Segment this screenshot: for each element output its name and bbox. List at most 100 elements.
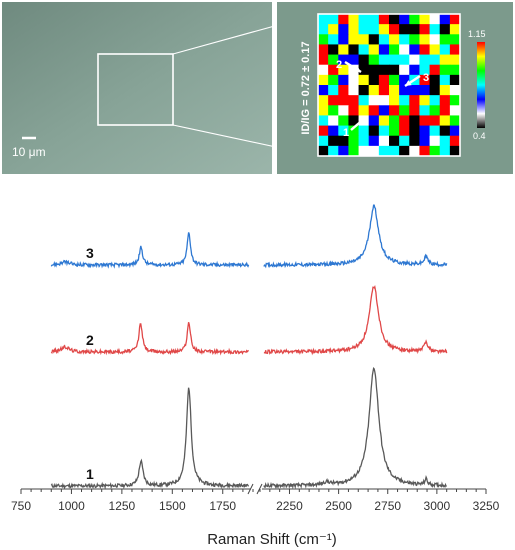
map-point-arrowhead <box>354 66 361 72</box>
heatmap-cell <box>439 24 451 35</box>
spectrum-line-2 <box>263 284 448 356</box>
spectrum-line-1 <box>50 387 250 490</box>
heatmap-cell <box>358 64 370 76</box>
heatmap-cell <box>378 24 390 35</box>
heatmap-cell <box>368 34 380 45</box>
heatmap-cell <box>378 125 390 137</box>
raman-spectra-chart: 1 2 3 750 1000 1250 1500 1750 2250 2500 2750 3000 3… <box>11 204 500 548</box>
heatmap-cell <box>439 135 451 147</box>
heatmap-cell <box>389 105 400 116</box>
heatmap-cell <box>449 135 461 147</box>
heatmap-cell <box>338 105 349 116</box>
heatmap-cell <box>419 64 431 76</box>
heatmap-cell <box>429 95 441 106</box>
heatmap-cell <box>449 74 461 86</box>
heatmap-cell <box>318 34 329 45</box>
selected-region-box <box>97 53 174 126</box>
x-tick-label: 3000 <box>424 499 451 513</box>
heatmap-cell <box>389 145 400 157</box>
heatmap-cell <box>338 115 349 127</box>
heatmap-cell <box>419 105 431 116</box>
heatmap-cell <box>338 44 349 56</box>
heatmap-cell <box>429 135 441 147</box>
heatmap-cell <box>348 34 360 45</box>
heatmap-cell <box>389 54 400 66</box>
heatmap-cell <box>389 44 400 56</box>
heatmap-cell <box>389 135 400 147</box>
heatmap-cell <box>318 54 329 66</box>
heatmap-cell <box>389 74 400 86</box>
map-side-label: ID/IG = 0.72 ± 0.17 <box>300 41 312 134</box>
heatmap-cell <box>328 95 339 106</box>
heatmap-cell <box>389 14 400 25</box>
spectra-labels: 1 2 3 <box>86 245 94 482</box>
heatmap-cell <box>429 145 441 157</box>
heatmap-cell <box>378 14 390 25</box>
heatmap-cell <box>419 115 431 127</box>
heatmap-cell <box>358 85 370 96</box>
x-tick-label: 2750 <box>374 499 401 513</box>
colorbar: 1.15 0.4 <box>468 29 486 141</box>
heatmap-cell <box>439 85 451 96</box>
heatmap-cell <box>429 54 441 66</box>
heatmap-cell <box>368 54 380 66</box>
heatmap-cell <box>378 105 390 116</box>
heatmap-cell <box>399 44 410 56</box>
heatmap-cell <box>439 44 451 56</box>
heatmap-cell <box>328 115 339 127</box>
heatmap-cell <box>328 44 339 56</box>
heatmap-cell <box>328 24 339 35</box>
heatmap-cell <box>348 44 360 56</box>
spectra-lines <box>50 204 448 490</box>
heatmap-cell <box>338 34 349 45</box>
heatmap-cell <box>318 44 329 56</box>
colorbar-gradient <box>477 42 485 128</box>
heatmap-cell <box>409 85 420 96</box>
heatmap-cell <box>409 115 420 127</box>
heatmap-cell <box>449 24 461 35</box>
heatmap-cell <box>409 34 420 45</box>
heatmap-cell <box>439 74 451 86</box>
heatmap-cell <box>419 34 431 45</box>
heatmap-cell <box>419 95 431 106</box>
heatmap-cell <box>439 95 451 106</box>
x-tick-label: 1750 <box>209 499 236 513</box>
heatmap-cell <box>338 145 349 157</box>
heatmap-cell <box>419 145 431 157</box>
heatmap-cell <box>439 34 451 45</box>
heatmap-cell <box>378 44 390 56</box>
heatmap-cell <box>338 74 349 86</box>
heatmap-cell <box>348 135 360 147</box>
heatmap-cell <box>368 44 380 56</box>
heatmap-cell <box>449 85 461 96</box>
heatmap-cell <box>348 95 360 106</box>
heatmap-cell <box>358 145 370 157</box>
x-tick-label: 1000 <box>58 499 85 513</box>
heatmap-cell <box>429 105 441 116</box>
heatmap-cell <box>378 34 390 45</box>
heatmap-cell <box>358 115 370 127</box>
map-point-markers: 1 2 3 <box>336 59 429 139</box>
heatmap-cell <box>328 125 339 137</box>
heatmap-cell <box>318 64 329 76</box>
heatmap-cell <box>368 95 380 106</box>
heatmap-cell <box>318 24 329 35</box>
heatmap-cell <box>439 64 451 76</box>
heatmap-cell <box>318 14 329 25</box>
heatmap-cell <box>328 64 339 76</box>
heatmap-cell <box>389 24 400 35</box>
heatmap-cell <box>429 125 441 137</box>
heatmap-cell <box>429 24 441 35</box>
heatmap-border <box>317 13 461 157</box>
x-tick-label: 2500 <box>325 499 352 513</box>
heatmap-cell <box>318 125 329 137</box>
heatmap-cell <box>358 14 370 25</box>
heatmap-cell <box>449 64 461 76</box>
heatmap-cell <box>389 115 400 127</box>
axis-break-mark <box>247 483 254 495</box>
heatmap-cell <box>399 34 410 45</box>
heatmap-cell <box>449 105 461 116</box>
map-point-label: 2 <box>336 59 342 71</box>
heatmap-cell <box>368 24 380 35</box>
